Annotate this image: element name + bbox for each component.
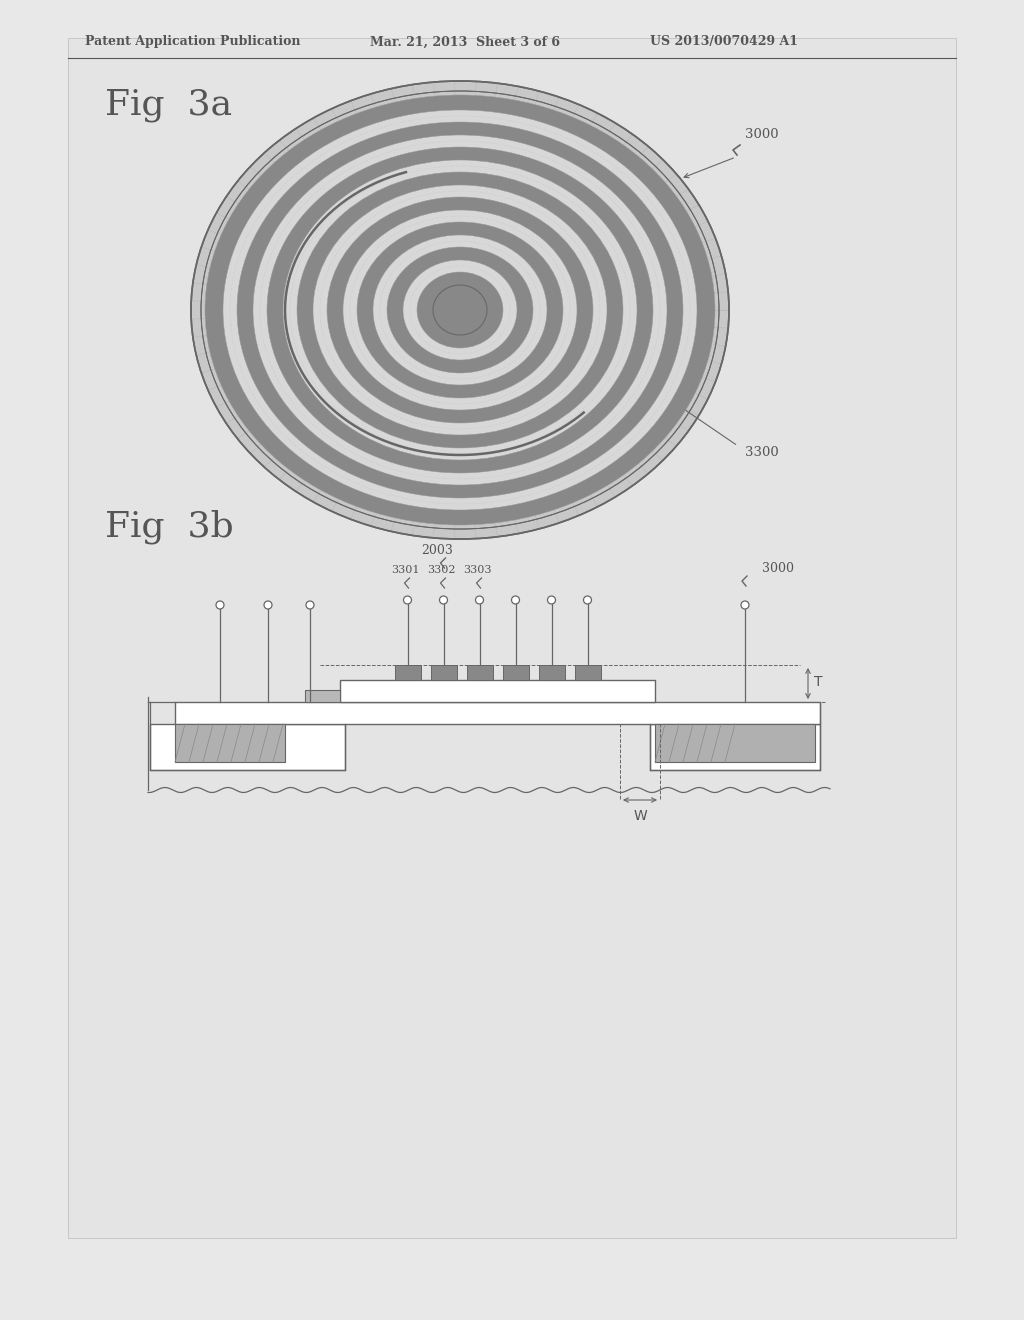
Text: W: W xyxy=(634,809,648,822)
Circle shape xyxy=(439,597,447,605)
Circle shape xyxy=(741,601,749,609)
Bar xyxy=(467,665,493,680)
Ellipse shape xyxy=(387,247,534,374)
Ellipse shape xyxy=(313,185,607,436)
Text: Fig  3b: Fig 3b xyxy=(105,510,233,544)
Text: Fig  3a: Fig 3a xyxy=(105,88,232,121)
Ellipse shape xyxy=(433,285,487,335)
Ellipse shape xyxy=(253,135,667,484)
Ellipse shape xyxy=(357,222,563,399)
Bar xyxy=(574,665,600,680)
Bar xyxy=(305,690,340,702)
Circle shape xyxy=(216,601,224,609)
Bar xyxy=(539,665,564,680)
Ellipse shape xyxy=(193,82,728,539)
Text: US 2013/0070429 A1: US 2013/0070429 A1 xyxy=(650,36,798,49)
Circle shape xyxy=(264,601,272,609)
Ellipse shape xyxy=(267,147,653,473)
Circle shape xyxy=(403,597,412,605)
Circle shape xyxy=(512,597,519,605)
Ellipse shape xyxy=(237,121,683,498)
Ellipse shape xyxy=(343,210,577,411)
Text: 3000: 3000 xyxy=(745,128,778,141)
Bar xyxy=(68,38,956,1238)
Text: 3302: 3302 xyxy=(427,565,456,576)
Ellipse shape xyxy=(205,95,715,525)
Circle shape xyxy=(306,601,314,609)
Ellipse shape xyxy=(283,160,637,459)
Circle shape xyxy=(475,597,483,605)
Text: 2003: 2003 xyxy=(422,544,454,557)
Bar xyxy=(430,665,457,680)
Ellipse shape xyxy=(373,235,547,385)
Text: 3000: 3000 xyxy=(762,561,794,574)
Text: 3301: 3301 xyxy=(391,565,420,576)
Ellipse shape xyxy=(297,172,623,447)
Bar xyxy=(503,665,528,680)
Bar xyxy=(394,665,421,680)
Bar xyxy=(655,723,815,762)
Ellipse shape xyxy=(223,110,697,510)
Bar xyxy=(175,702,820,723)
Text: 3303: 3303 xyxy=(464,565,492,576)
Circle shape xyxy=(548,597,555,605)
Bar xyxy=(650,723,820,770)
Bar xyxy=(175,723,285,762)
Ellipse shape xyxy=(403,260,517,360)
Ellipse shape xyxy=(205,95,715,525)
Text: Mar. 21, 2013  Sheet 3 of 6: Mar. 21, 2013 Sheet 3 of 6 xyxy=(370,36,560,49)
Bar xyxy=(150,723,345,770)
Ellipse shape xyxy=(433,285,487,335)
Circle shape xyxy=(584,597,592,605)
Bar xyxy=(340,680,655,702)
Text: Patent Application Publication: Patent Application Publication xyxy=(85,36,300,49)
Ellipse shape xyxy=(327,197,593,422)
Ellipse shape xyxy=(417,272,503,348)
Text: 3300: 3300 xyxy=(745,446,778,459)
Text: T: T xyxy=(814,675,822,689)
Ellipse shape xyxy=(190,81,730,540)
